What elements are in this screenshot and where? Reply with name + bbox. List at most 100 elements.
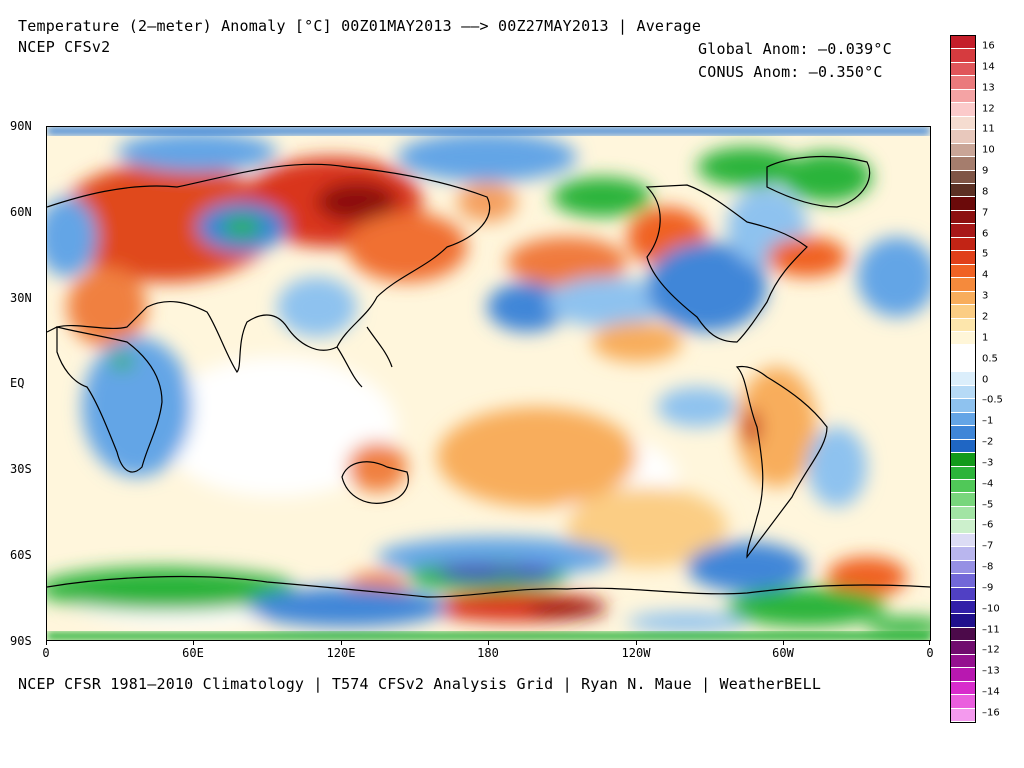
colorbar-swatch xyxy=(951,264,975,279)
colorbar-swatch xyxy=(951,210,975,225)
lon-tick-0 xyxy=(46,641,47,645)
colorbar-label: 13 xyxy=(982,82,995,94)
colorbar-label: 7 xyxy=(982,207,989,219)
colorbar-label: 4 xyxy=(982,269,989,281)
lon-label-120e: 120E xyxy=(326,646,356,660)
colorbar-swatch xyxy=(951,708,975,723)
colorbar-label: 10 xyxy=(982,144,995,156)
colorbar-label: –13 xyxy=(982,665,1000,677)
colorbar-swatch xyxy=(951,103,975,117)
colorbar-label: –11 xyxy=(982,624,1000,636)
colorbar-label: –6 xyxy=(982,519,994,531)
lon-tick-60e xyxy=(193,641,194,645)
colorbar-label: –9 xyxy=(982,582,994,594)
lon-label-60e: 60E xyxy=(182,646,204,660)
colorbar-label: 0.5 xyxy=(982,353,998,365)
colorbar-label: –7 xyxy=(982,540,994,552)
colorbar-swatch xyxy=(951,76,975,90)
colorbar-label: –10 xyxy=(982,603,1000,615)
colorbar-label: –1 xyxy=(982,415,994,427)
colorbar-label: –16 xyxy=(982,707,1000,719)
lat-label-30n: 30N xyxy=(10,291,32,305)
colorbar xyxy=(950,35,976,723)
colorbar-swatch xyxy=(951,574,975,588)
colorbar-label: 11 xyxy=(982,123,995,135)
anomaly-map xyxy=(46,126,931,641)
colorbar-label: 16 xyxy=(982,40,995,52)
colorbar-swatch xyxy=(951,345,975,359)
colorbar-swatch xyxy=(951,601,975,615)
colorbar-label: 12 xyxy=(982,103,995,115)
colorbar-swatch xyxy=(951,291,975,306)
colorbar-swatch xyxy=(951,89,975,104)
colorbar-swatch xyxy=(951,533,975,548)
colorbar-swatch xyxy=(951,412,975,427)
global-anomaly-readout: Global Anom: –0.039°C xyxy=(698,40,892,58)
lat-label-60n: 60N xyxy=(10,205,32,219)
colorbar-label: –2 xyxy=(982,436,994,448)
lon-label-0-end: 0 xyxy=(926,646,934,660)
colorbar-swatch xyxy=(951,479,975,494)
colorbar-swatch xyxy=(951,506,975,521)
lon-tick-0-end xyxy=(929,641,930,645)
colorbar-swatch xyxy=(951,130,975,144)
conus-anomaly-readout: CONUS Anom: –0.350°C xyxy=(698,63,883,81)
colorbar-label: 6 xyxy=(982,228,989,240)
colorbar-swatch xyxy=(951,116,975,131)
colorbar-swatch xyxy=(951,170,975,184)
colorbar-swatch xyxy=(951,439,975,454)
colorbar-label: 5 xyxy=(982,248,989,260)
colorbar-swatch xyxy=(951,560,975,575)
colorbar-swatch xyxy=(951,305,975,319)
colorbar-swatch xyxy=(951,493,975,507)
colorbar-swatch xyxy=(951,520,975,534)
colorbar-label: 9 xyxy=(982,165,989,177)
colorbar-swatch xyxy=(951,183,975,198)
map-subtitle: NCEP CFSv2 xyxy=(18,38,111,56)
colorbar-swatch xyxy=(951,36,975,50)
lon-label-0: 0 xyxy=(42,646,50,660)
lat-label-90n: 90N xyxy=(10,119,32,133)
colorbar-swatch xyxy=(951,654,975,669)
colorbar-label: –4 xyxy=(982,478,994,490)
lon-label-180: 180 xyxy=(477,646,499,660)
colorbar-swatch xyxy=(951,62,975,77)
colorbar-label: 3 xyxy=(982,290,989,302)
colorbar-swatch xyxy=(951,237,975,252)
lat-label-90s: 90S xyxy=(10,634,32,648)
lat-label-30s: 30S xyxy=(10,462,32,476)
colorbar-swatch xyxy=(951,143,975,158)
colorbar-swatch xyxy=(951,453,975,467)
colorbar-swatch xyxy=(951,668,975,682)
colorbar-swatch xyxy=(951,224,975,238)
colorbar-label: –0.5 xyxy=(982,394,1003,406)
colorbar-label: –8 xyxy=(982,561,994,573)
colorbar-label: 0 xyxy=(982,374,989,385)
colorbar-label: –12 xyxy=(982,644,1000,656)
lon-label-60w: 60W xyxy=(772,646,794,660)
lon-tick-60w xyxy=(783,641,784,645)
lat-label-eq: EQ xyxy=(10,376,25,390)
colorbar-label: 1 xyxy=(982,332,989,344)
credits-footer: NCEP CFSR 1981–2010 Climatology | T574 C… xyxy=(18,675,822,693)
colorbar-swatch xyxy=(951,426,975,440)
colorbar-swatch xyxy=(951,587,975,602)
lat-label-60s: 60S xyxy=(10,548,32,562)
colorbar-label: 8 xyxy=(982,186,989,198)
colorbar-label: –14 xyxy=(982,686,1000,698)
lon-tick-180 xyxy=(488,641,489,645)
colorbar-swatch xyxy=(951,372,975,386)
colorbar-swatch xyxy=(951,695,975,709)
colorbar-swatch xyxy=(951,157,975,171)
colorbar-label: 14 xyxy=(982,61,995,73)
colorbar-swatch xyxy=(951,399,975,413)
colorbar-swatch xyxy=(951,385,975,400)
lon-tick-120w xyxy=(636,641,637,645)
map-title: Temperature (2–meter) Anomaly [°C] 00Z01… xyxy=(18,17,702,35)
colorbar-swatch xyxy=(951,547,975,561)
colorbar-swatch xyxy=(951,466,975,480)
colorbar-label: –5 xyxy=(982,499,994,511)
colorbar-swatch xyxy=(951,251,975,265)
colorbar-swatch xyxy=(951,318,975,332)
lon-tick-120e xyxy=(341,641,342,645)
